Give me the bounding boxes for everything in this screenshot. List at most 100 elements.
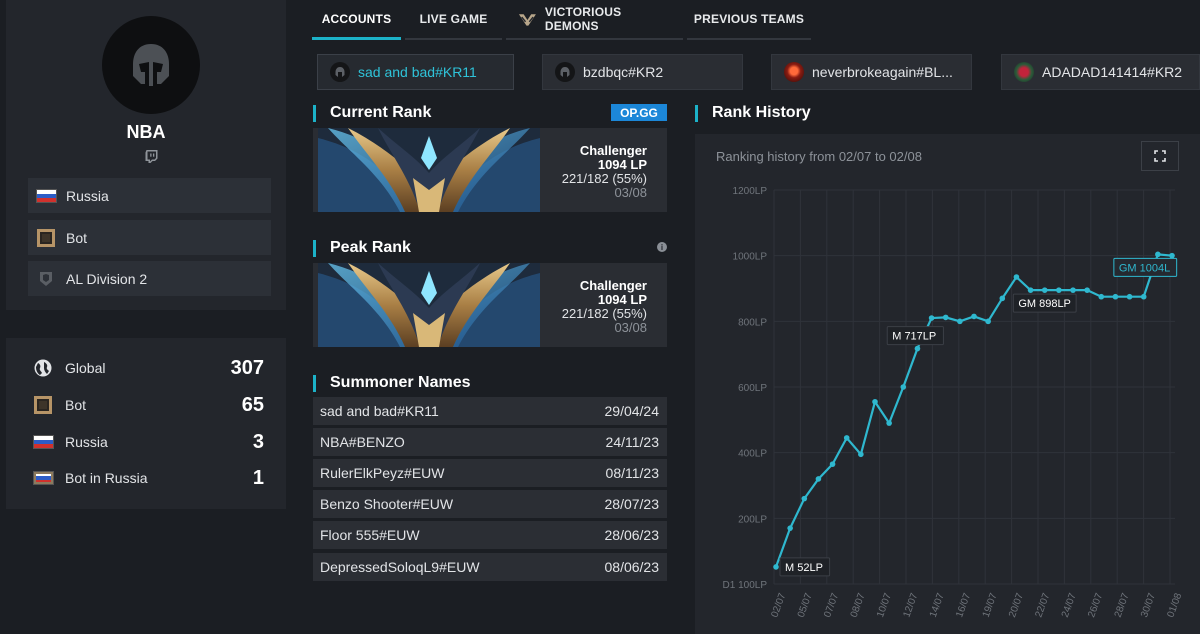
y-tick-label: D1 100LP: [723, 580, 768, 591]
account-chip-2[interactable]: bzdbqc#KR2: [542, 54, 743, 90]
account-chip-4[interactable]: ADADAD141414#KR2: [1001, 54, 1200, 90]
rank-history-title: Rank History: [695, 103, 811, 123]
data-point: [872, 398, 878, 405]
summoner-name-date: 08/06/23: [604, 559, 660, 575]
data-point: [1056, 287, 1062, 293]
info-role-label: Bot: [66, 229, 88, 246]
peak-rank-card: Challenger 1094 LP 221/182 (55%) 03/08: [313, 263, 667, 347]
x-tick-label: 19/07: [981, 591, 1000, 619]
list-item: DepressedSoloqL9#EUW 08/06/23: [313, 553, 667, 581]
data-point: [1041, 287, 1048, 293]
chart-subtitle: Ranking history from 02/07 to 02/08: [716, 149, 922, 164]
stat-country: Russia 3: [32, 428, 264, 456]
russia-flag-icon: [35, 188, 57, 203]
info-league[interactable]: AL Division 2: [28, 261, 271, 296]
stat-role-label: Bot: [65, 397, 87, 413]
summoner-name-date: 29/04/24: [604, 403, 660, 419]
data-point: [1169, 252, 1175, 259]
data-point: [1140, 293, 1147, 300]
y-tick-label: 600LP: [738, 383, 767, 394]
data-point: [1013, 274, 1020, 280]
opgg-badge[interactable]: OP.GG: [611, 104, 667, 121]
demon-avatar-icon: [784, 62, 804, 82]
peak-rank-title: Peak Rank: [313, 238, 411, 258]
tab-live-game[interactable]: LIVE GAME: [405, 0, 502, 40]
info-role: Bot: [28, 220, 271, 255]
summoner-name: NBA#BENZO: [320, 434, 405, 450]
account-chip-1[interactable]: sad and bad#KR11: [317, 54, 514, 90]
data-point: [886, 420, 892, 426]
summoner-name: Benzo Shooter#EUW: [320, 496, 454, 512]
data-point: [957, 318, 963, 325]
bot-role-icon: [37, 228, 55, 247]
stat-global-label: Global: [65, 360, 106, 376]
account-chip-3[interactable]: neverbrokeagain#BL...: [771, 54, 972, 90]
list-item: Floor 555#EUW 28/06/23: [313, 521, 667, 549]
helmet-avatar-icon: [330, 62, 350, 82]
tab-accounts[interactable]: ACCOUNTS: [312, 0, 401, 40]
fullscreen-button[interactable]: [1141, 141, 1179, 171]
summoner-name-date: 24/11/23: [605, 434, 659, 450]
spartan-helmet-icon: [133, 44, 169, 86]
stat-role-country-label: Bot in Russia: [65, 470, 148, 486]
x-tick-label: 02/07: [769, 591, 788, 619]
x-tick-label: 24/07: [1060, 591, 1079, 619]
tab-previous-teams[interactable]: PREVIOUS TEAMS: [687, 0, 811, 40]
fullscreen-icon: [1154, 150, 1166, 162]
stat-role-country-value: 1: [252, 466, 264, 489]
info-country: Russia: [28, 178, 271, 213]
current-rank-title: Current Rank: [313, 103, 431, 123]
chart-annotation-box: [1113, 257, 1178, 277]
data-point: [1027, 287, 1034, 293]
rank-tier: Challenger: [579, 143, 647, 158]
twitch-icon[interactable]: [145, 150, 158, 163]
summoner-name: DepressedSoloqL9#EUW: [320, 559, 480, 575]
x-tick-label: 10/07: [875, 591, 894, 619]
rank-history-panel: Ranking history from 02/07 to 02/08 D1 1…: [695, 134, 1200, 634]
y-tick-label: 1000LP: [733, 252, 768, 263]
info-icon[interactable]: i: [657, 242, 667, 252]
data-point: [1112, 293, 1119, 300]
current-rank-card: Challenger 1094 LP 221/182 (55%) 03/08: [313, 128, 667, 212]
bot-role-icon: [34, 396, 52, 414]
data-point: [900, 384, 907, 390]
data-point: [815, 476, 822, 482]
league-logo-icon: [40, 271, 52, 286]
x-tick-label: 28/07: [1113, 591, 1132, 619]
stat-role-value: 65: [241, 393, 264, 416]
rank-history-chart: D1 100LP 200LP 400LP 600LP 800LP 1000LP 1200LP…: [723, 186, 1185, 619]
y-tick-label: 200LP: [738, 514, 767, 525]
account-name: bzdbqc#KR2: [583, 64, 664, 80]
info-league-label: AL Division 2: [66, 270, 148, 287]
stat-global: Global 307: [32, 354, 264, 382]
data-point: [985, 318, 991, 325]
rank-date: 03/08: [614, 185, 647, 200]
data-point: [971, 313, 977, 320]
avatar: [102, 16, 200, 114]
data-point: [1084, 287, 1090, 293]
chart-annotation-box: [886, 326, 944, 346]
tab-accounts-label: ACCOUNTS: [321, 11, 392, 26]
data-point: [1070, 287, 1076, 293]
data-point: [914, 345, 921, 352]
ranking-stats-card: Global 307 Bot 65 Russia 3 Bot in Russia…: [6, 338, 286, 509]
peak-record: 221/182 (55%): [561, 306, 647, 321]
list-item: NBA#BENZO 24/11/23: [313, 428, 667, 456]
challenger-emblem-icon: [318, 128, 540, 212]
data-point: [942, 314, 949, 321]
tab-victorious-demons[interactable]: VICTORIOUS DEMONS: [506, 0, 683, 40]
chart-annotation-label: M 52LP: [785, 562, 823, 574]
data-point: [843, 435, 850, 441]
account-name: sad and bad#KR11: [358, 64, 477, 80]
data-point: [773, 564, 779, 570]
rank-history-line: [774, 253, 1173, 568]
account-name: neverbrokeagain#BL...: [812, 64, 953, 80]
list-item: sad and bad#KR11 29/04/24: [313, 397, 667, 425]
data-point: [829, 461, 836, 467]
data-point: [999, 295, 1006, 302]
summoner-name-date: 28/07/23: [604, 496, 660, 512]
rank-lp: 1094 LP: [597, 157, 647, 172]
data-point: [928, 315, 935, 321]
x-tick-label: 26/07: [1086, 591, 1105, 619]
globe-icon: [34, 359, 52, 377]
